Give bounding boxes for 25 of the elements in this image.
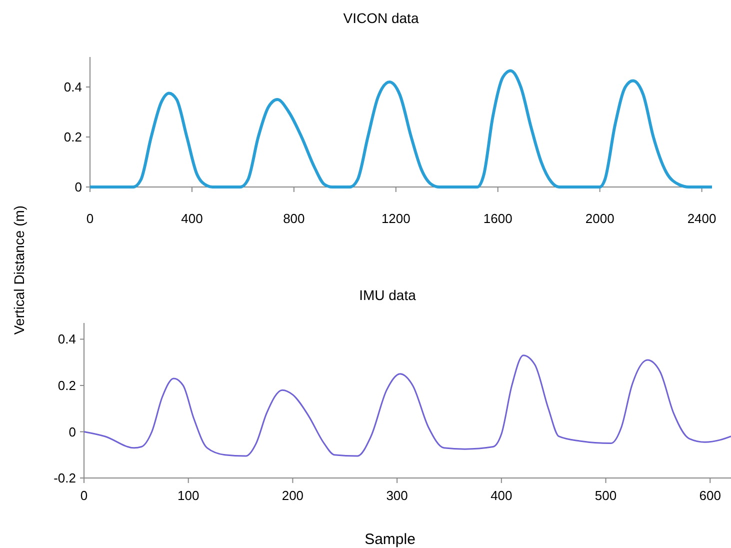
x-tick-label: 1600 [483, 211, 512, 226]
x-tick-label: 1200 [381, 211, 410, 226]
x-tick-label: 400 [490, 488, 512, 503]
x-tick-label: 200 [282, 488, 304, 503]
y-tick-label: 0 [68, 424, 76, 440]
x-tick-label: 0 [86, 211, 94, 226]
y-tick-label: 0.4 [64, 80, 82, 95]
x-tick-label: 2000 [585, 211, 614, 226]
x-tick-label: 500 [594, 488, 617, 503]
y-tick-label: 0 [74, 180, 82, 195]
y-axis-title: Vertical Distance (m) [11, 205, 27, 335]
y-tick-label: -0.2 [54, 470, 76, 486]
y-tick-label: 0.4 [58, 332, 76, 347]
chart-title: IMU data [359, 287, 416, 303]
x-tick-label: 600 [699, 488, 721, 503]
x-tick-label: 800 [283, 211, 305, 226]
y-tick-label: 0.2 [58, 378, 76, 394]
line-series [83, 354, 731, 457]
chart-title: VICON data [343, 10, 419, 26]
x-axis-title: Sample [364, 531, 416, 548]
x-tick-label: 400 [181, 211, 203, 226]
x-tick-label: 100 [178, 488, 200, 503]
x-tick-label: 2400 [687, 211, 716, 226]
y-tick-label: 0.2 [64, 130, 82, 145]
x-tick-label: 300 [386, 488, 408, 503]
